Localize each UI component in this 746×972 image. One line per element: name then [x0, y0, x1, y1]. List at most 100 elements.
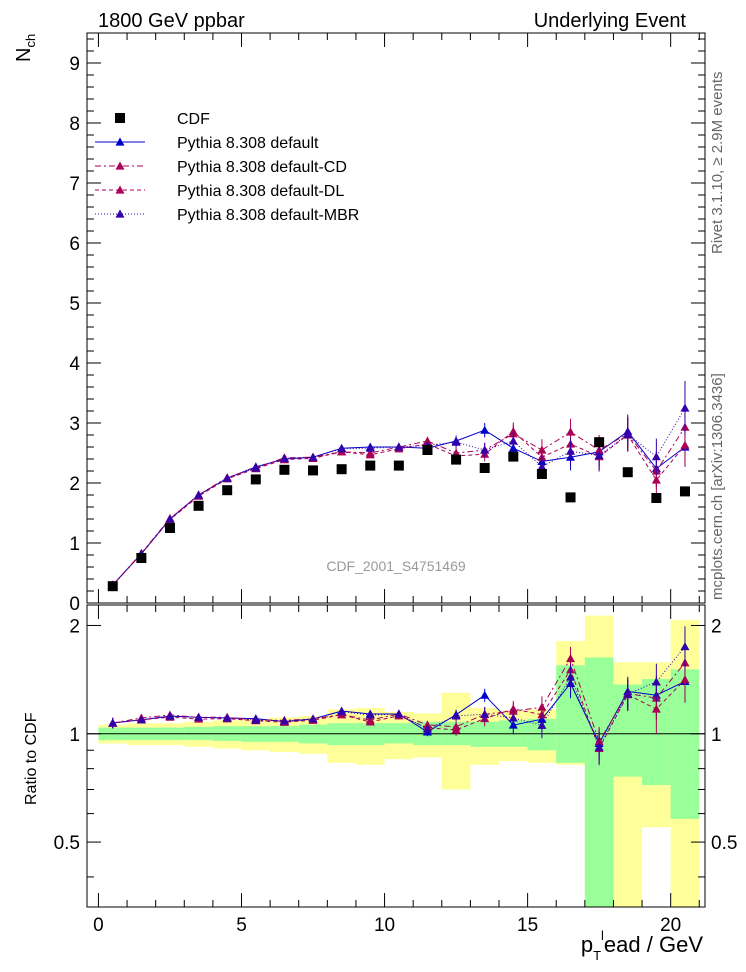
legend-marker — [115, 185, 125, 194]
legend-marker — [115, 161, 125, 170]
series-point — [623, 429, 633, 438]
main-frame — [86, 32, 706, 604]
ratio-point — [136, 715, 146, 724]
data-point — [279, 464, 290, 475]
data-point — [250, 474, 261, 485]
ratio-point — [508, 704, 518, 713]
ratio-point — [594, 742, 604, 751]
ratio-y-tick-label: 0.5 — [54, 833, 80, 854]
series-point — [194, 490, 204, 499]
ratio-point — [365, 710, 375, 719]
x-tick-label: 0 — [93, 915, 104, 936]
data-point — [479, 463, 490, 473]
ratio-point — [365, 717, 375, 726]
ratio-point — [480, 709, 490, 718]
series-line — [112, 430, 686, 586]
ratio-point — [566, 672, 576, 681]
series-point — [680, 440, 690, 449]
series-point — [480, 445, 490, 454]
ratio-point — [308, 714, 318, 723]
y-tick-label: 7 — [69, 174, 80, 195]
x-tick-label: 15 — [517, 915, 538, 936]
legend-marker — [115, 209, 125, 218]
series-point — [651, 475, 661, 484]
ratio-frame — [86, 604, 706, 908]
data-point — [222, 485, 233, 496]
side-label-mcplots: mcplots.cern.ch [arXiv:1306.3436] — [709, 373, 726, 600]
ratio-point — [194, 712, 204, 721]
data-point — [164, 523, 175, 533]
y-tick-label: 2 — [69, 474, 80, 495]
svg-text:Nch: Nch — [13, 34, 38, 62]
ratio-point — [222, 713, 232, 722]
series-point — [508, 426, 518, 435]
ratio-point — [451, 725, 461, 734]
y-tick-label: 5 — [69, 294, 80, 315]
y-axis-label-ratio: Ratio to CDF — [23, 712, 40, 805]
data-point — [508, 451, 519, 462]
y-tick-label: 9 — [69, 54, 80, 75]
series-point — [680, 403, 690, 412]
series-point — [566, 446, 576, 455]
header-left-title: 1800 GeV ppbar — [98, 10, 245, 32]
legend: CDF Pythia 8.308 default Pythia 8.308 defa… — [95, 111, 359, 224]
legend-label: Pythia 8.308 default-CD — [177, 159, 347, 176]
ratio-point — [680, 642, 690, 651]
data-point — [536, 469, 547, 479]
series-line — [112, 407, 686, 586]
data-point — [622, 467, 633, 478]
data-point — [107, 581, 118, 592]
data-point — [308, 465, 319, 476]
svg-text:pTlead / GeV: pTlead / GeV — [581, 928, 703, 963]
series-point — [651, 452, 661, 461]
data-point — [393, 460, 404, 471]
ratio-plot: 0 5 10 15 20 0.5 0.5 1 1 2 2 — [54, 604, 737, 936]
series-point — [337, 444, 347, 453]
legend-marker — [115, 137, 125, 146]
ratio-point — [422, 724, 432, 733]
y-tick-label: 4 — [69, 354, 80, 375]
x-tick-label: 10 — [374, 915, 395, 936]
main-plot: 0 1 2 3 4 5 6 7 8 9 — [69, 32, 706, 615]
legend-label-data: CDF — [177, 111, 210, 128]
data-point — [136, 553, 147, 563]
ratio-point — [508, 713, 518, 722]
data-point — [679, 486, 690, 497]
data-point — [594, 437, 605, 448]
data-point — [651, 493, 662, 503]
series-point — [451, 437, 461, 446]
ratio-point — [623, 689, 633, 698]
ratio-point — [480, 690, 490, 699]
series-point — [165, 514, 175, 523]
series-point — [308, 452, 318, 461]
header-right-title: Underlying Event — [534, 10, 687, 32]
legend-label: Pythia 8.308 default-MBR — [177, 207, 359, 224]
ratio-point — [651, 704, 661, 713]
series-point — [251, 463, 261, 472]
x-axis-label: pTlead / GeV — [581, 928, 703, 963]
ratio-series-line — [112, 657, 686, 743]
y-tick-label: 1 — [69, 534, 80, 555]
ratio-point — [451, 711, 461, 720]
x-tick-label: 5 — [236, 915, 247, 936]
series-point — [394, 442, 404, 451]
ratio-y-tick-label-right: 2 — [711, 616, 722, 637]
y-tick-label: 6 — [69, 234, 80, 255]
series-point — [537, 462, 547, 471]
ratio-point — [108, 718, 118, 727]
ratio-point — [165, 711, 175, 720]
data-point — [422, 445, 433, 455]
ratio-point — [394, 709, 404, 718]
data-point — [193, 500, 204, 511]
series-point — [480, 425, 490, 434]
watermark: CDF_2001_S4751469 — [326, 558, 466, 574]
y-tick-label: 0 — [69, 594, 80, 615]
y-tick-label: 8 — [69, 114, 80, 135]
series-point — [508, 436, 518, 445]
series-point — [594, 450, 604, 459]
ratio-point — [279, 716, 289, 725]
y-tick-label: 3 — [69, 414, 80, 435]
data-point — [565, 492, 576, 503]
series-point — [279, 453, 289, 462]
